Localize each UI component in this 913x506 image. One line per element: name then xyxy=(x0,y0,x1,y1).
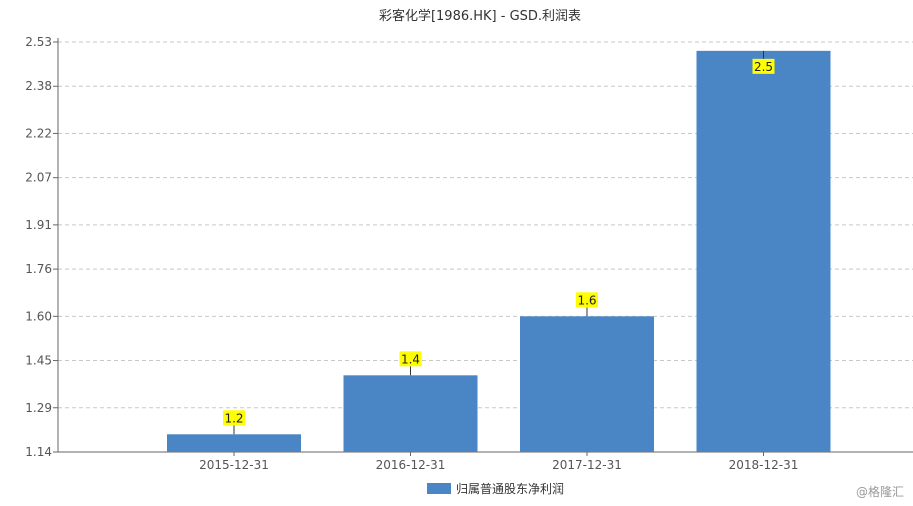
y-tick-label: 1.76 xyxy=(25,262,52,276)
bar[interactable] xyxy=(343,375,478,452)
legend-swatch[interactable] xyxy=(427,483,451,494)
x-axis: 2015-12-31 2016-12-31 2017-12-31 2018-12-31 xyxy=(58,451,913,472)
x-tick-label: 2018-12-31 xyxy=(729,458,799,472)
y-axis: 1.14 1.29 1.45 1.60 1.76 1.91 2.07 2.22 2.38 2.53 xyxy=(25,35,59,459)
y-tick-label: 1.60 xyxy=(25,309,52,323)
data-labels: 1.2 1.4 1.6 2.5 xyxy=(223,50,775,435)
y-tick-label: 2.38 xyxy=(25,79,52,93)
y-tick-label: 2.07 xyxy=(25,171,52,185)
data-label-box xyxy=(223,410,245,426)
grid-lines xyxy=(58,41,913,409)
y-tick-label: 2.53 xyxy=(25,35,52,49)
y-tick-label: 1.29 xyxy=(25,401,52,415)
y-tick-label: 2.22 xyxy=(25,126,52,140)
data-label-box xyxy=(399,351,422,367)
x-tick-label: 2017-12-31 xyxy=(552,458,622,472)
data-label: 1.6 xyxy=(577,293,596,307)
data-label-box xyxy=(752,58,775,74)
y-tick-label: 1.45 xyxy=(25,354,52,368)
data-label: 1.2 xyxy=(224,411,243,425)
bar-series xyxy=(167,50,831,453)
data-label: 1.4 xyxy=(401,352,420,366)
data-label: 2.5 xyxy=(754,60,773,74)
x-tick-label: 2016-12-31 xyxy=(376,458,446,472)
bar[interactable] xyxy=(167,434,301,452)
bar[interactable] xyxy=(696,50,831,453)
x-tick-label: 2015-12-31 xyxy=(199,458,269,472)
watermark: @格隆汇 xyxy=(856,484,904,499)
chart-title: 彩客化学[1986.HK] - GSD.利润表 xyxy=(379,8,581,24)
legend[interactable]: 归属普通股东净利润 xyxy=(427,482,564,496)
y-tick-label: 1.14 xyxy=(25,445,52,459)
legend-label[interactable]: 归属普通股东净利润 xyxy=(456,482,564,496)
data-label-box xyxy=(576,292,598,308)
bar[interactable] xyxy=(520,316,654,452)
y-tick-label: 1.91 xyxy=(25,218,52,232)
